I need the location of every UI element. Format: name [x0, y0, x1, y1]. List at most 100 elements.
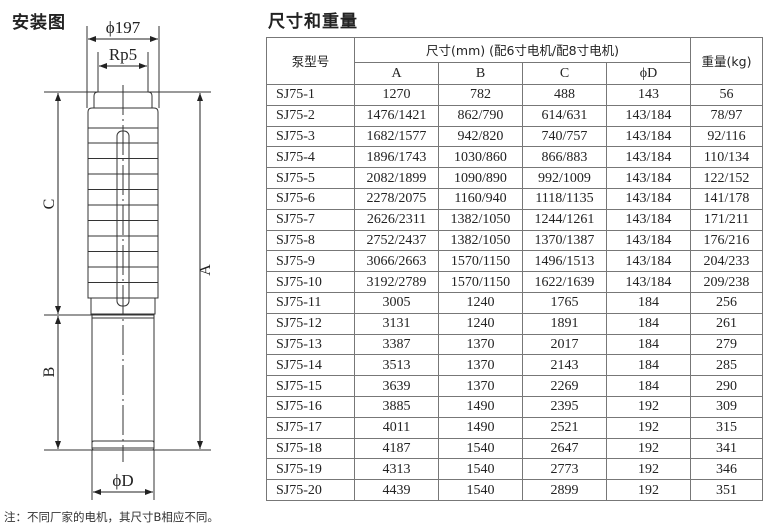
dim-d-label: ϕD [112, 471, 133, 490]
cell-model: SJ75-18 [266, 437, 355, 460]
cell-a: 1896/1743 [354, 146, 439, 169]
cell-c: 1370/1387 [522, 229, 607, 252]
table-title: 尺寸和重量 [268, 12, 358, 32]
cell-c: 1118/1135 [522, 187, 607, 210]
table-row: SJ75-1 1270 782 488 143 56 [266, 84, 763, 106]
cell-b: 1490 [438, 395, 523, 418]
cell-weight: 204/233 [690, 250, 763, 273]
cell-c: 614/631 [522, 104, 607, 127]
cell-c: 2773 [522, 458, 607, 481]
footnote: 注：不同厂家的电机，其尺寸B相应不同。 [4, 510, 219, 524]
cell-model: SJ75-8 [266, 229, 355, 252]
cell-model: SJ75-4 [266, 146, 355, 169]
cell-b: 1490 [438, 416, 523, 439]
cell-d: 143/184 [606, 146, 691, 169]
cell-a: 3131 [354, 312, 439, 335]
cell-d: 192 [606, 437, 691, 460]
cell-d: 143/184 [606, 187, 691, 210]
cell-c: 488 [522, 84, 607, 106]
cell-weight: 346 [690, 458, 763, 481]
cell-c: 1891 [522, 312, 607, 335]
header-weight: 重量(kg) [690, 37, 763, 85]
cell-d: 143/184 [606, 271, 691, 293]
dimension-lines [55, 36, 203, 495]
cell-b: 1370 [438, 333, 523, 356]
cell-d: 192 [606, 395, 691, 418]
cell-model: SJ75-2 [266, 104, 355, 127]
cell-d: 184 [606, 354, 691, 377]
cell-weight: 285 [690, 354, 763, 377]
cell-weight: 171/211 [690, 208, 763, 231]
table-row: SJ75-4 1896/1743 1030/860 866/883 143/184 110… [266, 146, 763, 169]
cell-b: 1570/1150 [438, 250, 523, 273]
cell-a: 2278/2075 [354, 187, 439, 210]
cell-a: 3192/2789 [354, 271, 439, 293]
cell-b: 1382/1050 [438, 229, 523, 252]
cell-model: SJ75-6 [266, 187, 355, 210]
header-c: C [522, 62, 607, 85]
cell-weight: 290 [690, 375, 763, 397]
table-row: SJ75-2 1476/1421 862/790 614/631 143/184 78/9… [266, 104, 763, 127]
cell-a: 2626/2311 [354, 208, 439, 231]
table-row: SJ75-14 3513 1370 2143 184 285 [266, 354, 763, 377]
cell-c: 740/757 [522, 125, 607, 148]
cell-model: SJ75-14 [266, 354, 355, 377]
cell-c: 2017 [522, 333, 607, 356]
cell-a: 4011 [354, 416, 439, 439]
cell-weight: 315 [690, 416, 763, 439]
table-row: SJ75-15 3639 1370 2269 184 290 [266, 375, 763, 397]
cell-b: 1240 [438, 291, 523, 314]
table-row: SJ75-9 3066/2663 1570/1150 1496/1513 143/184… [266, 250, 763, 273]
cell-c: 2647 [522, 437, 607, 460]
cell-a: 3387 [354, 333, 439, 356]
cell-d: 143/184 [606, 167, 691, 189]
table-row: SJ75-10 3192/2789 1570/1150 1622/1639 143/18… [266, 271, 763, 293]
outlet-label: Rp5 [109, 45, 137, 64]
outer-diameter-label: ϕ197 [106, 18, 141, 37]
cell-model: SJ75-19 [266, 458, 355, 481]
cell-d: 143 [606, 84, 691, 106]
cell-a: 2082/1899 [354, 167, 439, 189]
cell-b: 1540 [438, 437, 523, 460]
cell-model: SJ75-12 [266, 312, 355, 335]
cell-d: 184 [606, 312, 691, 335]
cell-weight: 78/97 [690, 104, 763, 127]
cell-model: SJ75-10 [266, 271, 355, 293]
header-d: ϕD [606, 62, 691, 85]
cell-weight: 141/178 [690, 187, 763, 210]
table-row: SJ75-11 3005 1240 1765 184 256 [266, 291, 763, 314]
installation-drawing: ϕ197 Rp5 C B A ϕD [41, 18, 214, 500]
cell-model: SJ75-7 [266, 208, 355, 231]
cell-weight: 176/216 [690, 229, 763, 252]
cell-d: 143/184 [606, 125, 691, 148]
cell-c: 866/883 [522, 146, 607, 169]
cell-model: SJ75-1 [266, 84, 355, 106]
cell-a: 3885 [354, 395, 439, 418]
drawing-title: 安装图 [12, 13, 66, 33]
cell-d: 184 [606, 291, 691, 314]
table-row: SJ75-13 3387 1370 2017 184 279 [266, 333, 763, 356]
table-row: SJ75-12 3131 1240 1891 184 261 [266, 312, 763, 335]
cell-model: SJ75-13 [266, 333, 355, 356]
cell-c: 1765 [522, 291, 607, 314]
cell-weight: 209/238 [690, 271, 763, 293]
cell-a: 3639 [354, 375, 439, 397]
cell-a: 3005 [354, 291, 439, 314]
cell-c: 2521 [522, 416, 607, 439]
cell-d: 184 [606, 333, 691, 356]
table-row: SJ75-19 4313 1540 2773 192 346 [266, 458, 763, 481]
cell-model: SJ75-16 [266, 395, 355, 418]
dim-a-label: A [197, 264, 214, 276]
cell-c: 2899 [522, 479, 607, 501]
dim-c-label: C [41, 199, 58, 210]
cell-a: 4187 [354, 437, 439, 460]
cell-b: 1570/1150 [438, 271, 523, 293]
cell-c: 2143 [522, 354, 607, 377]
cell-weight: 351 [690, 479, 763, 501]
cell-b: 942/820 [438, 125, 523, 148]
cell-weight: 56 [690, 84, 763, 106]
cell-a: 3513 [354, 354, 439, 377]
cell-weight: 256 [690, 291, 763, 314]
table-row: SJ75-3 1682/1577 942/820 740/757 143/184 92/1… [266, 125, 763, 148]
header-b: B [438, 62, 523, 85]
